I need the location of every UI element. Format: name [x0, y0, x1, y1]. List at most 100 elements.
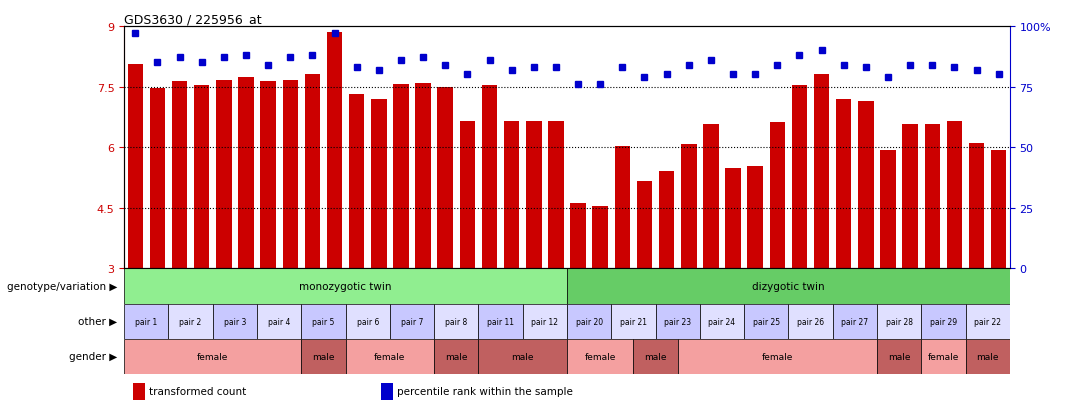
Bar	[703, 124, 718, 269]
Bar	[301, 304, 346, 339]
Bar	[859, 102, 874, 269]
Bar	[239, 78, 254, 269]
Text: male: male	[645, 352, 666, 361]
Text: GDS3630 / 225956_at: GDS3630 / 225956_at	[124, 13, 261, 26]
Text: genotype/variation ▶: genotype/variation ▶	[6, 281, 118, 291]
Bar	[390, 304, 434, 339]
Bar	[213, 304, 257, 339]
Bar	[921, 339, 966, 374]
Text: pair 21: pair 21	[620, 317, 647, 326]
Bar	[260, 82, 275, 269]
Bar	[833, 304, 877, 339]
Bar	[305, 74, 320, 269]
Text: pair 20: pair 20	[576, 317, 603, 326]
Bar	[549, 121, 564, 269]
Bar	[836, 100, 851, 269]
Text: male: male	[445, 352, 468, 361]
Bar	[747, 167, 762, 269]
Bar	[570, 204, 585, 269]
Bar	[172, 82, 187, 269]
Bar	[788, 304, 833, 339]
Bar	[124, 339, 301, 374]
Text: female: female	[761, 352, 793, 361]
Bar	[611, 304, 656, 339]
Bar	[194, 85, 210, 269]
Bar	[168, 304, 213, 339]
Bar	[637, 181, 652, 269]
Bar	[744, 304, 788, 339]
Bar	[482, 85, 497, 269]
Bar	[150, 88, 165, 269]
Bar	[877, 339, 921, 374]
Text: female: female	[374, 352, 406, 361]
Bar	[567, 339, 633, 374]
Text: pair 27: pair 27	[841, 317, 868, 326]
Bar	[478, 304, 523, 339]
Bar	[124, 269, 567, 304]
Bar	[257, 304, 301, 339]
Bar	[700, 304, 744, 339]
Bar	[877, 304, 921, 339]
Text: pair 2: pair 2	[179, 317, 202, 326]
Text: pair 1: pair 1	[135, 317, 158, 326]
Bar	[346, 339, 434, 374]
Text: male: male	[888, 352, 910, 361]
Bar	[346, 304, 390, 339]
Bar	[437, 88, 453, 269]
Text: pair 23: pair 23	[664, 317, 691, 326]
Bar	[726, 169, 741, 269]
Bar	[593, 206, 608, 269]
Bar	[966, 339, 1010, 374]
Bar	[283, 81, 298, 269]
Text: male: male	[976, 352, 999, 361]
Text: monozygotic twin: monozygotic twin	[299, 281, 392, 291]
Text: female: female	[928, 352, 959, 361]
Text: pair 7: pair 7	[401, 317, 423, 326]
Text: male: male	[512, 352, 534, 361]
Bar	[656, 304, 700, 339]
Bar	[216, 81, 231, 269]
Bar	[372, 100, 387, 269]
Bar	[659, 171, 674, 269]
Bar	[921, 304, 966, 339]
Text: pair 8: pair 8	[445, 317, 468, 326]
Bar	[880, 151, 895, 269]
Bar	[678, 339, 877, 374]
Bar	[814, 74, 829, 269]
Text: gender ▶: gender ▶	[69, 351, 118, 361]
Bar	[567, 304, 611, 339]
Text: pair 26: pair 26	[797, 317, 824, 326]
Bar	[966, 304, 1010, 339]
Bar	[127, 65, 143, 269]
Bar	[634, 339, 678, 374]
Text: pair 25: pair 25	[753, 317, 780, 326]
Text: pair 28: pair 28	[886, 317, 913, 326]
Bar	[327, 33, 342, 269]
Text: male: male	[312, 352, 335, 361]
Bar	[133, 382, 145, 400]
Bar	[124, 304, 168, 339]
Text: pair 12: pair 12	[531, 317, 558, 326]
Text: dizygotic twin: dizygotic twin	[752, 281, 825, 291]
Bar	[504, 121, 519, 269]
Bar	[969, 144, 984, 269]
Text: pair 22: pair 22	[974, 317, 1001, 326]
Text: transformed count: transformed count	[149, 387, 246, 396]
Bar	[924, 124, 940, 269]
Text: percentile rank within the sample: percentile rank within the sample	[397, 387, 572, 396]
Bar	[903, 124, 918, 269]
Bar	[460, 121, 475, 269]
Bar	[434, 339, 478, 374]
Bar	[523, 304, 567, 339]
Bar	[947, 121, 962, 269]
Bar	[770, 123, 785, 269]
Bar	[792, 85, 807, 269]
Bar	[478, 339, 567, 374]
Text: pair 4: pair 4	[268, 317, 291, 326]
Text: pair 3: pair 3	[224, 317, 246, 326]
Bar	[393, 85, 408, 269]
Text: other ▶: other ▶	[78, 316, 118, 326]
Text: female: female	[197, 352, 229, 361]
Text: pair 11: pair 11	[487, 317, 514, 326]
Bar	[434, 304, 478, 339]
